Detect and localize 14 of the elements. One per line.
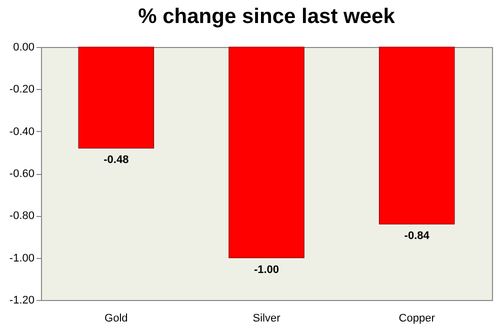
x-tick-label: Silver xyxy=(252,312,281,324)
data-label: -0.84 xyxy=(404,230,430,242)
x-tick-label: Gold xyxy=(104,312,128,324)
x-tick-label: Copper xyxy=(398,312,436,324)
y-tick-label: -0.80 xyxy=(9,210,34,222)
y-tick-label: -1.20 xyxy=(9,294,34,306)
y-tick-label: 0.00 xyxy=(13,42,34,54)
chart-title: % change since last week xyxy=(138,5,396,28)
data-label: -0.48 xyxy=(104,154,129,166)
y-tick-label: -0.20 xyxy=(9,84,34,96)
y-tick-label: -0.60 xyxy=(9,168,34,180)
y-tick-label: -0.40 xyxy=(9,126,34,138)
y-tick-label: -1.00 xyxy=(9,252,34,264)
data-label: -1.00 xyxy=(254,264,280,276)
